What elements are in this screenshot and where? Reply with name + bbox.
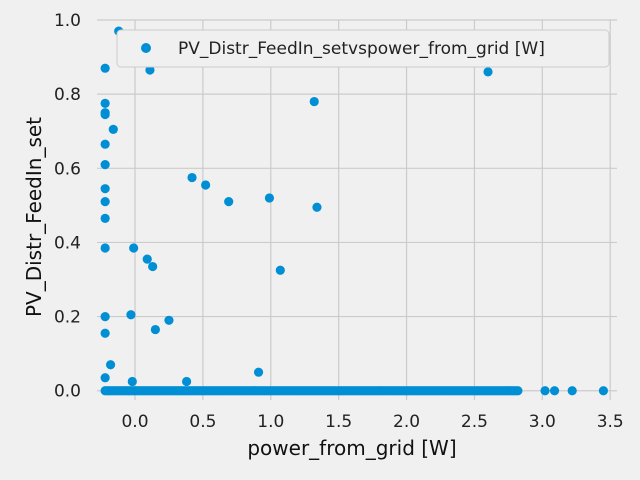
- y-tick-label: 0.4: [54, 233, 81, 253]
- x-tick-label: 3.0: [529, 412, 556, 432]
- data-point: [513, 386, 523, 396]
- data-point: [549, 386, 560, 396]
- x-tick-label: 1.5: [325, 412, 352, 432]
- data-point: [100, 63, 110, 73]
- y-tick-label: 1.0: [54, 11, 81, 31]
- data-point: [312, 202, 322, 212]
- data-point: [100, 109, 110, 120]
- y-tick-label: 0.8: [54, 85, 81, 105]
- x-tick-label: 2.0: [393, 412, 420, 432]
- data-point: [100, 159, 110, 170]
- y-axis-label: PV_Distr_FeedIn_set: [22, 117, 46, 317]
- data-point: [100, 184, 110, 194]
- data-point: [100, 197, 110, 207]
- data-point: [127, 376, 137, 387]
- legend-marker: [141, 43, 151, 53]
- x-tick-labels: 0.0 0.5 1.0 1.5 2.0 2.5 3.0 3.5: [121, 412, 623, 432]
- data-point: [201, 180, 211, 190]
- data-point: [126, 310, 136, 320]
- data-point: [309, 96, 319, 107]
- data-point: [264, 193, 275, 203]
- x-tick-label: 3.5: [597, 412, 624, 432]
- data-point: [224, 197, 234, 207]
- data-point: [148, 261, 158, 272]
- grid-lines: [97, 19, 617, 400]
- x-tick-label: 0.5: [189, 412, 216, 432]
- data-point: [100, 139, 110, 149]
- data-point: [108, 124, 118, 134]
- x-tick-label: 1.0: [257, 412, 284, 432]
- y-tick-label: 0.2: [54, 308, 81, 328]
- data-point: [150, 324, 160, 335]
- data-point: [129, 243, 139, 253]
- legend-entry-label: PV_Distr_FeedIn_setvspower_from_grid [W]: [178, 39, 545, 59]
- legend-box: [116, 29, 610, 68]
- data-point: [145, 65, 155, 75]
- data-point: [182, 376, 192, 387]
- data-point: [567, 386, 577, 396]
- legend: PV_Distr_FeedIn_setvspower_from_grid [W]: [116, 29, 610, 68]
- data-point: [105, 360, 116, 370]
- data-point: [598, 386, 609, 396]
- data-point: [100, 311, 110, 322]
- data-point: [142, 254, 152, 264]
- data-point: [275, 265, 285, 275]
- x-axis-label: power_from_grid [W]: [247, 436, 456, 460]
- y-tick-labels: 0.0 0.2 0.4 0.6 0.8 1.0: [54, 11, 81, 402]
- data-point: [253, 367, 264, 377]
- x-tick-label: 2.5: [461, 412, 488, 432]
- x-tick-label: 0.0: [121, 412, 148, 432]
- plot-area-background: [97, 20, 617, 400]
- data-point: [483, 67, 493, 77]
- data-point: [100, 243, 110, 253]
- data-points: [100, 26, 609, 396]
- data-point: [540, 386, 550, 396]
- data-point: [187, 172, 197, 183]
- data-point: [100, 213, 110, 223]
- y-tick-label: 0.6: [54, 159, 81, 179]
- y-tick-label: 0.0: [54, 382, 81, 402]
- data-point: [100, 98, 110, 109]
- data-point: [164, 315, 174, 325]
- data-point: [100, 373, 110, 383]
- data-point: [100, 328, 110, 338]
